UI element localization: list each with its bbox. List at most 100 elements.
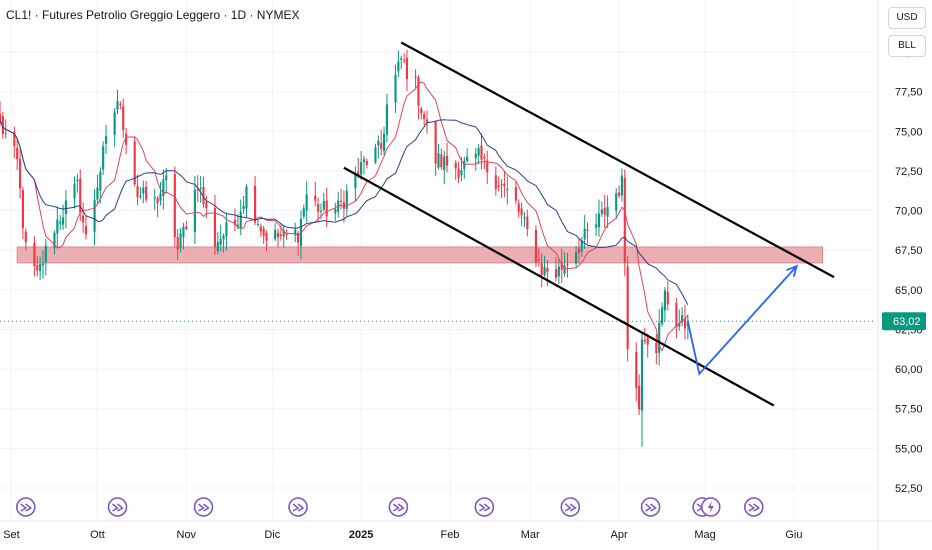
candle	[457, 161, 460, 184]
candle	[638, 374, 641, 416]
fast-forward-event-icon[interactable]	[743, 497, 764, 517]
candle-body	[560, 262, 563, 270]
candle	[434, 120, 437, 176]
candle	[597, 199, 601, 237]
candle-body	[460, 170, 463, 176]
candle-body	[245, 186, 248, 209]
candle	[586, 222, 589, 244]
candle	[377, 135, 380, 159]
candle	[93, 188, 96, 246]
fast-forward-event-icon[interactable]	[474, 497, 495, 517]
candle-body	[566, 264, 569, 266]
candle	[299, 210, 303, 260]
candle-body	[577, 248, 581, 254]
candle-body	[643, 339, 646, 342]
last-price-tag: 63,02	[882, 312, 926, 331]
candle-body	[506, 189, 509, 191]
fast-forward-icon	[198, 503, 210, 512]
currency-button[interactable]: USD	[888, 7, 926, 29]
candle-body	[420, 108, 423, 114]
candle-body	[626, 266, 629, 350]
candle	[276, 228, 280, 248]
resistance-zone-layer	[16, 246, 824, 264]
candle	[96, 174, 99, 204]
candle-body	[219, 238, 222, 245]
candle-body	[425, 119, 429, 123]
candle	[162, 169, 165, 210]
candle-body	[681, 314, 684, 323]
candle-body	[360, 161, 363, 175]
candle	[18, 148, 22, 199]
candle	[643, 327, 646, 345]
candle-body	[76, 179, 79, 181]
candle	[443, 150, 446, 185]
fast-forward-icon	[748, 503, 761, 512]
candle-body	[16, 147, 19, 160]
candle-body	[39, 263, 42, 271]
candle	[506, 176, 509, 205]
candle-body	[193, 189, 196, 233]
candle	[302, 204, 305, 219]
candle	[265, 230, 268, 252]
candle-body	[236, 224, 239, 227]
candle	[213, 194, 217, 255]
projection-path	[686, 265, 798, 376]
candle-body	[523, 217, 526, 219]
candle-body	[603, 208, 606, 215]
fast-forward-event-icon[interactable]	[15, 497, 36, 517]
fast-forward-event-icon[interactable]	[640, 497, 661, 517]
lightning-event-icon[interactable]	[700, 497, 721, 517]
price-tick-label: 57,50	[895, 404, 923, 416]
candle-body	[580, 240, 583, 252]
event-circle	[388, 497, 409, 517]
fast-forward-event-icon[interactable]	[288, 497, 308, 517]
candle-body	[663, 290, 666, 311]
moving-average-slow	[0, 119, 689, 305]
candle-body	[84, 226, 88, 235]
candle	[239, 199, 242, 236]
candle	[205, 195, 208, 219]
candle	[153, 188, 156, 211]
candle-body	[655, 342, 658, 354]
candle-body	[79, 178, 82, 213]
candle	[660, 302, 664, 327]
candle-body	[4, 133, 7, 135]
fast-forward-event-icon[interactable]	[107, 497, 128, 517]
candle-body	[199, 188, 202, 190]
unit-button[interactable]: BLL	[888, 35, 926, 57]
candle-body	[36, 265, 39, 271]
candle-body	[317, 204, 320, 212]
candle-body	[159, 193, 162, 201]
candle	[546, 260, 549, 287]
candle-body	[362, 159, 366, 163]
candle-body	[282, 230, 285, 237]
candle-body	[102, 146, 105, 170]
candle	[216, 231, 219, 255]
candle-body	[93, 199, 96, 232]
fast-forward-event-icon[interactable]	[388, 497, 409, 517]
candle-body	[563, 265, 566, 274]
fast-forward-event-icon[interactable]	[193, 497, 214, 517]
candle-body	[683, 318, 687, 329]
candle	[563, 251, 566, 277]
candle-body	[405, 57, 409, 80]
candle	[577, 238, 581, 264]
candle	[635, 342, 638, 402]
candle-body	[494, 175, 497, 189]
candle-body	[305, 194, 308, 211]
candle	[658, 308, 661, 366]
candle	[53, 230, 56, 255]
candle-body	[61, 217, 65, 225]
candle	[423, 110, 426, 126]
candle	[554, 257, 558, 282]
candle-body	[133, 141, 136, 185]
event-circle	[560, 497, 581, 517]
candle-body	[116, 101, 119, 110]
fast-forward-event-icon[interactable]	[560, 497, 581, 517]
candle	[666, 281, 669, 311]
candle-body	[678, 323, 681, 327]
candle	[681, 307, 684, 327]
candle-body	[242, 205, 245, 209]
candle-body	[486, 160, 489, 173]
